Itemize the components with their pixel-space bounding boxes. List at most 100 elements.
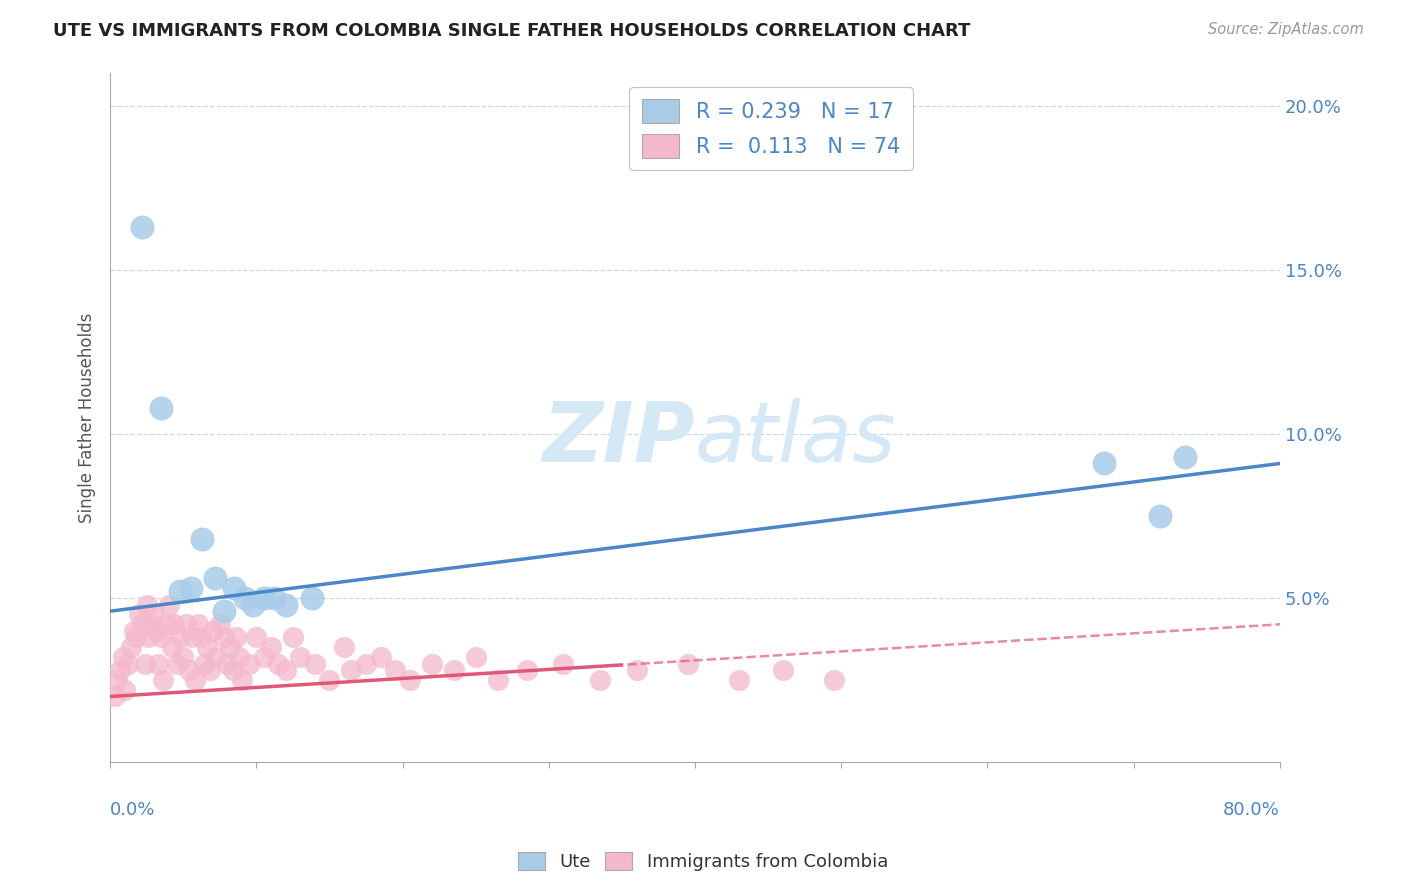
Point	[195, 640, 218, 655]
Point	[420, 657, 443, 671]
Point	[122, 624, 145, 638]
Point	[301, 591, 323, 605]
Y-axis label: Single Father Households: Single Father Households	[79, 312, 96, 523]
Point	[110, 663, 132, 677]
Point	[589, 673, 612, 687]
Point	[136, 631, 159, 645]
Point	[155, 617, 177, 632]
Point	[125, 631, 148, 645]
Point	[676, 657, 699, 671]
Point	[340, 663, 363, 677]
Text: 80.0%: 80.0%	[1223, 801, 1279, 819]
Point	[224, 581, 246, 595]
Text: ZIP: ZIP	[543, 398, 695, 479]
Point	[152, 673, 174, 687]
Point	[516, 663, 538, 677]
Point	[204, 650, 226, 665]
Point	[1094, 457, 1116, 471]
Point	[553, 657, 575, 671]
Point	[212, 631, 235, 645]
Point	[198, 663, 221, 677]
Point	[486, 673, 509, 687]
Text: 0.0%: 0.0%	[110, 801, 156, 819]
Point	[201, 624, 224, 638]
Text: atlas: atlas	[695, 398, 897, 479]
Point	[134, 657, 156, 671]
Point	[728, 673, 751, 687]
Legend: R = 0.239   N = 17, R =  0.113   N = 74: R = 0.239 N = 17, R = 0.113 N = 74	[630, 87, 912, 170]
Point	[157, 598, 180, 612]
Point	[103, 690, 125, 704]
Point	[120, 640, 142, 655]
Point	[290, 650, 312, 665]
Point	[267, 657, 290, 671]
Point	[238, 657, 260, 671]
Text: Source: ZipAtlas.com: Source: ZipAtlas.com	[1208, 22, 1364, 37]
Point	[260, 640, 283, 655]
Point	[187, 617, 209, 632]
Point	[169, 584, 191, 599]
Point	[172, 650, 194, 665]
Point	[253, 650, 276, 665]
Point	[370, 650, 392, 665]
Point	[143, 607, 166, 622]
Point	[208, 617, 231, 632]
Point	[190, 631, 212, 645]
Point	[304, 657, 326, 671]
Point	[112, 650, 135, 665]
Point	[150, 631, 173, 645]
Point	[274, 663, 297, 677]
Point	[184, 673, 207, 687]
Point	[1149, 508, 1171, 523]
Point	[181, 631, 204, 645]
Point	[399, 673, 422, 687]
Point	[281, 631, 304, 645]
Point	[225, 631, 247, 645]
Point	[163, 617, 186, 632]
Point	[114, 682, 136, 697]
Point	[263, 591, 285, 605]
Point	[274, 598, 297, 612]
Point	[191, 532, 214, 546]
Point	[253, 591, 276, 605]
Point	[117, 657, 139, 671]
Point	[318, 673, 340, 687]
Point	[222, 663, 245, 677]
Point	[146, 624, 169, 638]
Point	[626, 663, 648, 677]
Point	[823, 673, 845, 687]
Point	[179, 663, 201, 677]
Point	[772, 663, 794, 677]
Point	[107, 673, 129, 687]
Point	[139, 617, 162, 632]
Point	[217, 657, 239, 671]
Point	[231, 673, 253, 687]
Point	[212, 604, 235, 618]
Point	[464, 650, 486, 665]
Point	[148, 657, 170, 671]
Point	[443, 663, 465, 677]
Point	[193, 657, 215, 671]
Point	[219, 640, 242, 655]
Point	[169, 631, 191, 645]
Point	[135, 598, 157, 612]
Point	[1174, 450, 1197, 464]
Point	[204, 571, 226, 585]
Point	[354, 657, 377, 671]
Text: UTE VS IMMIGRANTS FROM COLOMBIA SINGLE FATHER HOUSEHOLDS CORRELATION CHART: UTE VS IMMIGRANTS FROM COLOMBIA SINGLE F…	[53, 22, 970, 40]
Point	[333, 640, 356, 655]
Point	[150, 401, 173, 415]
Point	[180, 581, 202, 595]
Point	[384, 663, 406, 677]
Point	[131, 220, 153, 235]
Point	[160, 640, 183, 655]
Point	[228, 650, 250, 665]
Point	[128, 607, 150, 622]
Point	[174, 617, 197, 632]
Legend: Ute, Immigrants from Colombia: Ute, Immigrants from Colombia	[510, 845, 896, 879]
Point	[131, 617, 153, 632]
Point	[233, 591, 256, 605]
Point	[166, 657, 188, 671]
Point	[242, 598, 264, 612]
Point	[245, 631, 267, 645]
